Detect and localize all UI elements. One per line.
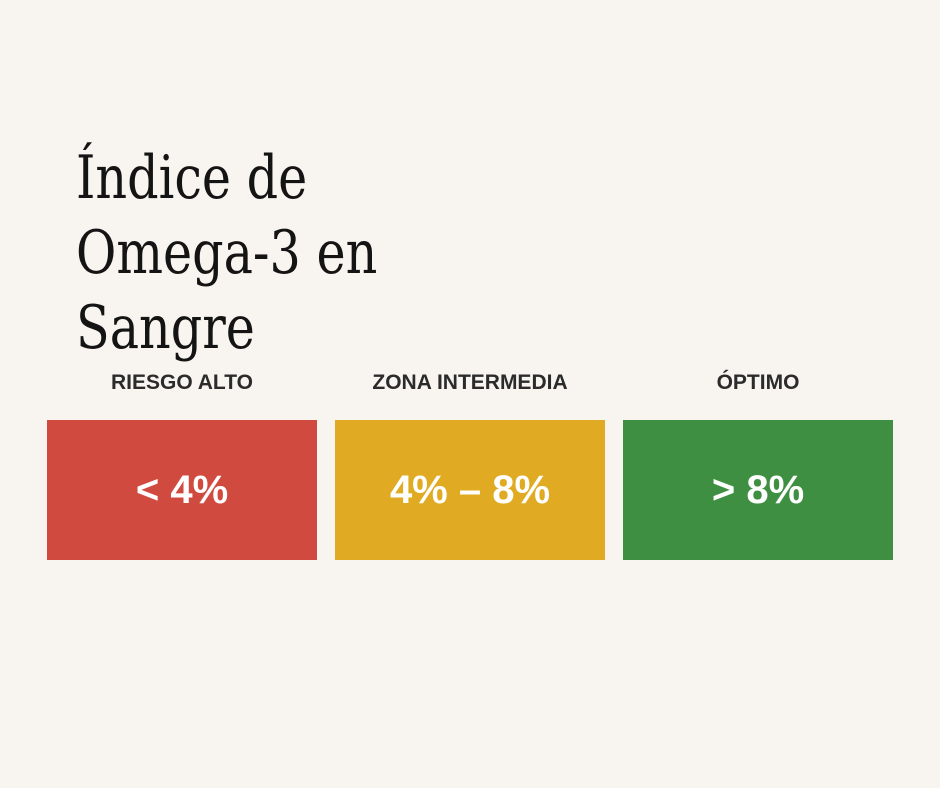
range-label-high-risk: RIESGO ALTO <box>111 371 253 394</box>
range-intermediate: ZONA INTERMEDIA 4% – 8% <box>335 364 605 560</box>
title-line-2: Omega-3 en <box>76 218 378 288</box>
title-line-1: Índice de <box>76 143 308 213</box>
range-scale: RIESGO ALTO < 4% ZONA INTERMEDIA 4% – 8%… <box>47 364 893 560</box>
range-box-high-risk: < 4% <box>47 420 317 560</box>
range-value-high-risk: < 4% <box>135 467 229 512</box>
range-box-intermediate: 4% – 8% <box>335 420 605 560</box>
range-label-intermediate: ZONA INTERMEDIA <box>372 371 568 394</box>
title-line-3: Sangre <box>76 293 255 363</box>
range-label-optimal: ÓPTIMO <box>716 371 800 394</box>
page-title: Índice de Omega-3 en Sangre <box>76 141 420 366</box>
range-optimal: ÓPTIMO > 8% <box>623 364 893 560</box>
range-value-optimal: > 8% <box>711 467 805 512</box>
range-box-optimal: > 8% <box>623 420 893 560</box>
range-high-risk: RIESGO ALTO < 4% <box>47 364 317 560</box>
range-value-intermediate: 4% – 8% <box>389 467 551 512</box>
